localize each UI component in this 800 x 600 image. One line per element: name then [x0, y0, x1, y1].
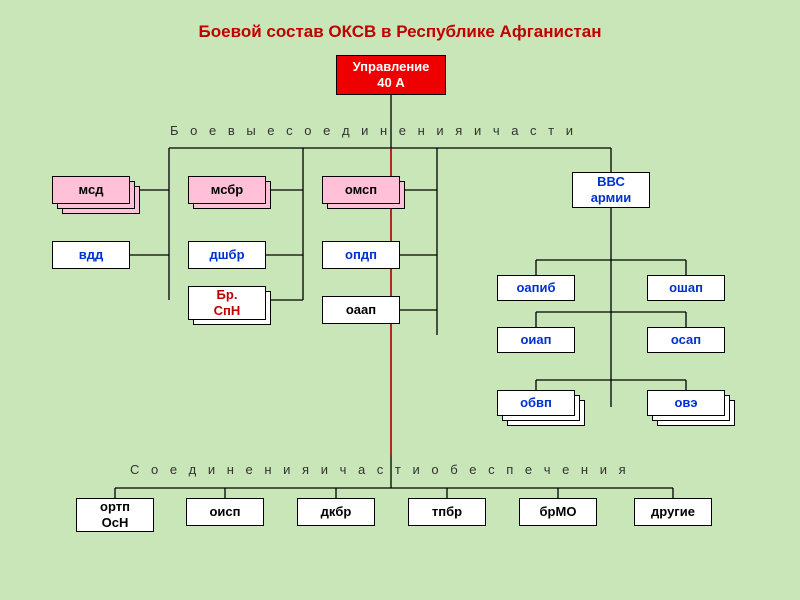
- box-dshbr: дшбр: [188, 241, 266, 269]
- box-opdp: опдп: [322, 241, 400, 269]
- ortp-l1: ортп: [100, 499, 130, 514]
- box-brspn: Бр.СпН: [188, 286, 266, 320]
- box-obvp: обвп: [497, 390, 575, 416]
- box-vvs: ВВСармии: [572, 172, 650, 208]
- box-osap: осап: [647, 327, 725, 353]
- box-omsp: омсп: [322, 176, 400, 204]
- root-line1: Управление: [353, 59, 430, 74]
- box-msd: мсд: [52, 176, 130, 204]
- section-combat-label: Б о е в ы е с о е д и н е н и я и ч а с …: [170, 123, 577, 138]
- box-ove: овэ: [647, 390, 725, 416]
- ortp-l2: ОсН: [102, 515, 129, 530]
- box-oapib: оапиб: [497, 275, 575, 301]
- root-box: Управление 40 А: [336, 55, 446, 95]
- box-msbr: мсбр: [188, 176, 266, 204]
- box-oiap: оиап: [497, 327, 575, 353]
- page-title: Боевой состав ОКСВ в Республике Афганист…: [0, 22, 800, 42]
- box-oshap: ошап: [647, 275, 725, 301]
- vvs-l1: ВВС: [597, 174, 625, 189]
- vvs-l2: армии: [591, 190, 632, 205]
- box-dkbr: дкбр: [297, 498, 375, 526]
- brspn-l1: Бр.: [217, 287, 238, 302]
- box-ortp: ортпОсН: [76, 498, 154, 532]
- box-oisp: оисп: [186, 498, 264, 526]
- section-support-label: С о е д и н е н и я и ч а с т и о б е с …: [130, 462, 630, 477]
- box-brmo: брМО: [519, 498, 597, 526]
- box-other: другие: [634, 498, 712, 526]
- box-tpbr: тпбр: [408, 498, 486, 526]
- box-vdd: вдд: [52, 241, 130, 269]
- brspn-l2: СпН: [214, 303, 241, 318]
- box-oaap: оаап: [322, 296, 400, 324]
- root-line2: 40 А: [377, 75, 404, 90]
